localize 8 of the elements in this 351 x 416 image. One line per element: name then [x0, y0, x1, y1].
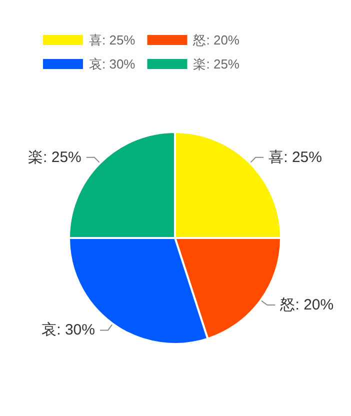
legend-label: 怒: 20%: [192, 32, 240, 48]
legend-label: 哀: 30%: [89, 56, 136, 72]
slice-label: 喜: 25%: [268, 148, 322, 166]
legend-label: 楽: 25%: [193, 56, 240, 72]
slice-label: 哀: 30%: [42, 322, 95, 339]
slice-label: 楽: 25%: [28, 148, 82, 166]
slice-label: 怒: 20%: [279, 296, 334, 314]
legend-label: 喜: 25%: [89, 32, 136, 48]
